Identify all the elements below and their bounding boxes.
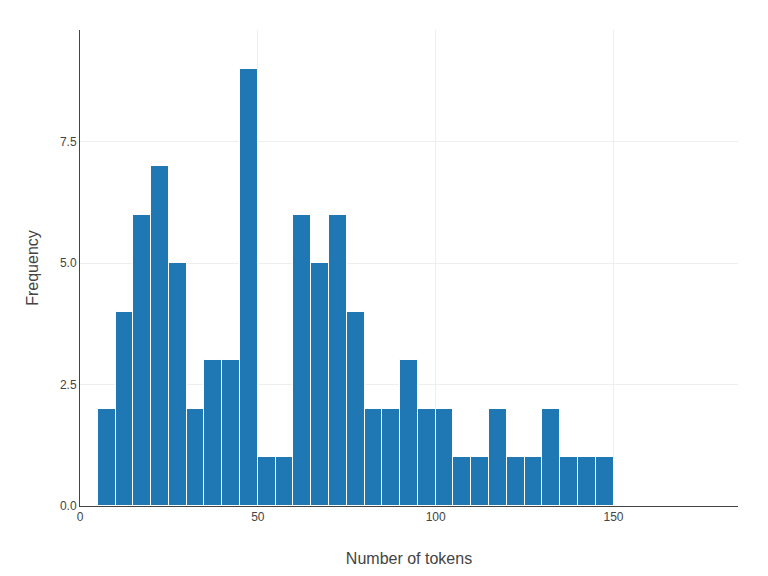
svg-text:2.5: 2.5 [60,378,77,392]
svg-text:5.0: 5.0 [60,256,77,270]
svg-text:100: 100 [426,510,446,524]
svg-text:7.5: 7.5 [60,135,77,149]
svg-text:0: 0 [77,510,84,524]
svg-text:Number of tokens: Number of tokens [346,550,472,567]
svg-text:150: 150 [603,510,623,524]
svg-text:50: 50 [251,510,265,524]
svg-text:0.0: 0.0 [60,499,77,513]
svg-text:Frequency: Frequency [24,230,41,306]
